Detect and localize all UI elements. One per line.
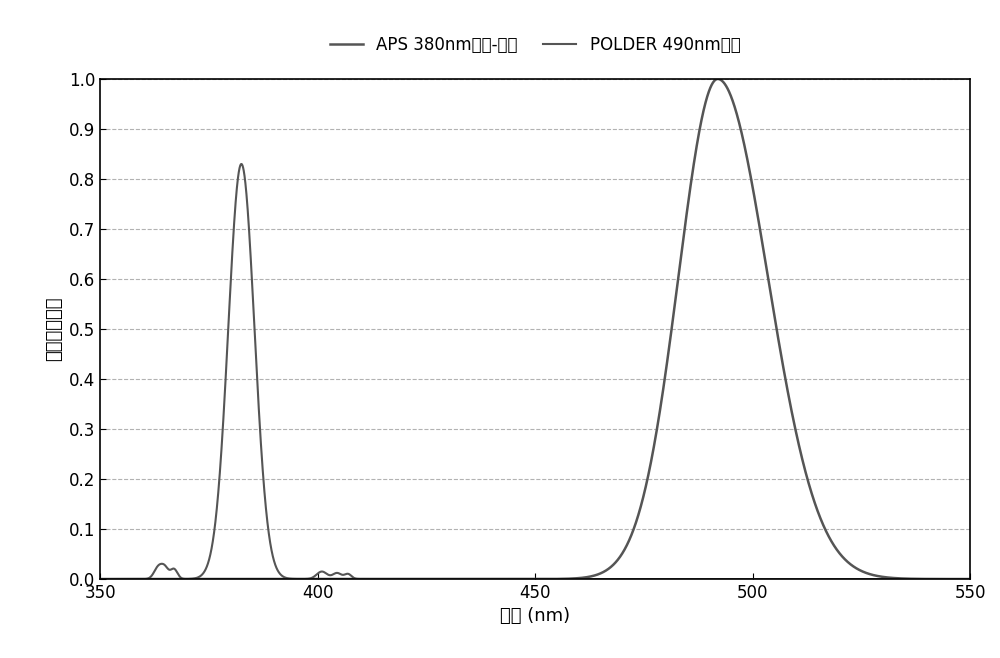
APS 380nm波段-新增 xyxy=(265,575,277,583)
POLDER 490nm波段 xyxy=(739,575,751,583)
POLDER 490nm波段 xyxy=(130,575,142,583)
APS 380nm波段-新增 xyxy=(519,575,531,583)
APS 380nm波段-新增 xyxy=(98,575,110,583)
Line: POLDER 490nm波段: POLDER 490nm波段 xyxy=(100,164,970,579)
Line: APS 380nm波段-新增: APS 380nm波段-新增 xyxy=(100,79,970,579)
APS 380nm波段-新增 xyxy=(918,575,930,583)
APS 380nm波段-新增 xyxy=(130,575,142,583)
POLDER 490nm波段 xyxy=(98,575,110,583)
X-axis label: 波长 (nm): 波长 (nm) xyxy=(500,607,570,626)
Legend: APS 380nm波段-新增, POLDER 490nm波段: APS 380nm波段-新增, POLDER 490nm波段 xyxy=(323,29,747,61)
APS 380nm波段-新增 xyxy=(964,575,976,583)
POLDER 490nm波段 xyxy=(94,575,106,583)
APS 380nm波段-新增 xyxy=(94,575,106,583)
POLDER 490nm波段 xyxy=(235,160,247,168)
POLDER 490nm波段 xyxy=(519,575,531,583)
Y-axis label: 光谱响应函数: 光谱响应函数 xyxy=(45,297,63,361)
POLDER 490nm波段 xyxy=(146,571,158,579)
POLDER 490nm波段 xyxy=(964,575,976,583)
APS 380nm波段-新增 xyxy=(712,75,724,83)
APS 380nm波段-新增 xyxy=(146,575,158,583)
POLDER 490nm波段 xyxy=(265,542,277,549)
POLDER 490nm波段 xyxy=(918,575,930,583)
